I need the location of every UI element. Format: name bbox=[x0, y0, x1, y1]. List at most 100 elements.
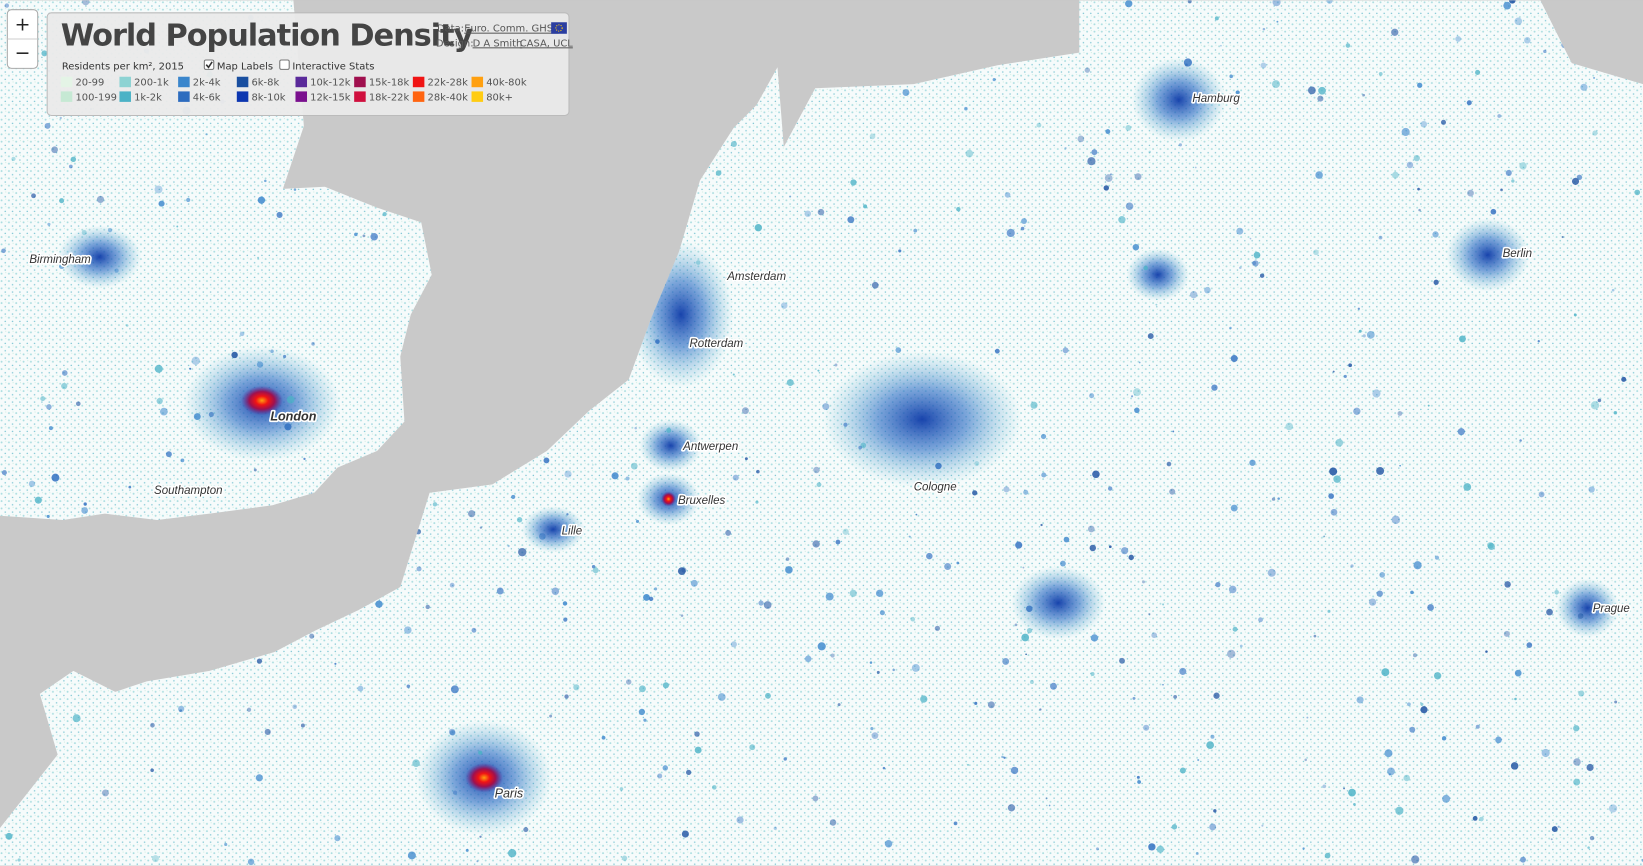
checkbox[interactable] bbox=[203, 59, 215, 70]
density-blob bbox=[822, 351, 1022, 488]
data-source-link[interactable]: Euro. Comm. GHSL bbox=[464, 24, 559, 35]
settlement bbox=[101, 789, 109, 797]
settlement bbox=[1397, 411, 1403, 416]
settlement bbox=[309, 633, 315, 639]
settlement bbox=[1497, 114, 1502, 118]
settlement bbox=[1087, 157, 1096, 166]
settlement bbox=[879, 610, 885, 616]
legend-swatch bbox=[295, 91, 308, 102]
settlement bbox=[926, 552, 933, 560]
settlement bbox=[1597, 398, 1602, 403]
city-label: Hamburg bbox=[1192, 93, 1240, 105]
settlement bbox=[749, 744, 756, 751]
settlement bbox=[825, 592, 834, 601]
settlement bbox=[1378, 72, 1383, 76]
legend-title: Residents per km², 2015 bbox=[62, 61, 184, 72]
settlement bbox=[829, 819, 837, 826]
settlement bbox=[448, 728, 456, 735]
zoom-in[interactable]: + bbox=[15, 14, 31, 36]
design-org-link[interactable]: CASA, UCL bbox=[520, 38, 574, 49]
city-label: Lille bbox=[562, 526, 582, 538]
settlement bbox=[1406, 161, 1414, 169]
legend-swatch bbox=[295, 76, 308, 88]
settlement bbox=[882, 766, 886, 770]
settlement bbox=[849, 589, 857, 597]
settlement bbox=[635, 519, 640, 524]
settlement bbox=[1511, 179, 1515, 183]
settlement bbox=[1322, 784, 1327, 789]
city-label: Antwerpen bbox=[682, 441, 738, 453]
settlement bbox=[573, 684, 580, 691]
settlement bbox=[1333, 475, 1341, 483]
settlement bbox=[449, 582, 455, 588]
settlement bbox=[11, 156, 16, 161]
zoom-control: + − bbox=[6, 9, 39, 69]
settlement bbox=[1487, 542, 1495, 551]
density-blob bbox=[639, 419, 703, 472]
settlement bbox=[284, 423, 292, 431]
settlement bbox=[1103, 185, 1110, 191]
settlement bbox=[543, 457, 550, 464]
settlement bbox=[1399, 464, 1401, 467]
city-label: Bruxelles bbox=[678, 495, 726, 507]
settlement bbox=[730, 140, 737, 148]
settlement bbox=[694, 746, 702, 754]
settlement bbox=[412, 759, 420, 767]
settlement bbox=[871, 732, 879, 739]
settlement bbox=[1420, 706, 1428, 714]
density-blob bbox=[1556, 578, 1619, 638]
settlement bbox=[1490, 208, 1497, 215]
settlement bbox=[869, 133, 876, 140]
settlement bbox=[40, 396, 46, 402]
settlement bbox=[303, 457, 306, 461]
settlement bbox=[643, 718, 647, 722]
settlement bbox=[150, 768, 154, 773]
settlement bbox=[334, 662, 337, 665]
legend-swatch bbox=[354, 91, 366, 102]
settlement bbox=[1235, 90, 1240, 95]
settlement bbox=[1143, 724, 1150, 731]
settlement bbox=[1514, 669, 1522, 677]
settlement bbox=[1169, 488, 1176, 495]
settlement bbox=[518, 547, 527, 557]
legend-swatch bbox=[236, 91, 249, 102]
settlement bbox=[1137, 780, 1141, 784]
legend-swatch bbox=[412, 91, 425, 102]
settlement bbox=[1210, 734, 1215, 739]
settlement bbox=[1041, 472, 1047, 478]
settlement bbox=[334, 835, 341, 842]
settlement bbox=[46, 514, 50, 518]
legend-label: 18k-22k bbox=[369, 92, 410, 103]
settlement bbox=[1030, 401, 1038, 409]
settlement bbox=[834, 363, 838, 367]
settlement bbox=[75, 401, 81, 407]
design-author-link[interactable]: D A Smith bbox=[473, 38, 523, 49]
zoom-out[interactable]: − bbox=[15, 42, 31, 64]
settlement bbox=[539, 533, 546, 540]
settlement bbox=[1002, 657, 1010, 665]
settlement bbox=[479, 835, 482, 838]
settlement bbox=[1495, 736, 1502, 744]
settlement bbox=[1326, 0, 1333, 4]
checkbox[interactable] bbox=[279, 59, 290, 70]
settlement bbox=[1475, 724, 1480, 729]
settlement bbox=[496, 587, 504, 595]
settlement bbox=[1413, 653, 1417, 658]
settlement bbox=[1179, 667, 1187, 675]
settlement bbox=[292, 704, 298, 710]
settlement bbox=[1092, 470, 1100, 479]
settlement bbox=[655, 339, 660, 344]
settlement bbox=[425, 604, 430, 610]
settlement bbox=[812, 795, 819, 802]
settlement bbox=[964, 106, 968, 111]
settlement bbox=[375, 600, 383, 608]
settlement bbox=[1433, 672, 1442, 680]
settlement bbox=[1107, 486, 1113, 491]
settlement bbox=[1589, 835, 1595, 841]
settlement bbox=[1026, 628, 1033, 634]
settlement bbox=[1388, 773, 1391, 776]
settlement bbox=[1227, 649, 1236, 659]
settlement bbox=[1131, 395, 1134, 398]
legend-label: 1k-2k bbox=[134, 92, 162, 103]
settlement bbox=[239, 331, 245, 337]
